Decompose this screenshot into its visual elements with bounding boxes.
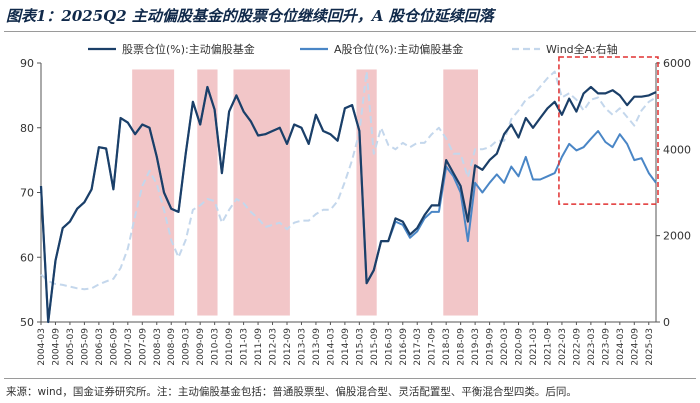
x-tick-label: 2022-09 — [572, 328, 582, 366]
x-tick-label: 2005-03 — [66, 328, 76, 366]
x-tick-label: 2015-03 — [355, 328, 365, 366]
x-tick-label: 2011-09 — [254, 328, 264, 366]
x-tick-label: 2010-09 — [225, 328, 235, 366]
x-tick-label: 2017-03 — [413, 328, 423, 366]
x-tick-label: 2020-09 — [515, 328, 525, 366]
x-tick-label: 2014-09 — [341, 328, 351, 366]
x-tick-label: 2007-09 — [138, 328, 148, 366]
legend-label-1: 股票仓位(%):主动偏股基金 — [122, 42, 255, 56]
y-right-tick-label: 4000 — [663, 143, 691, 156]
x-tick-label: 2018-03 — [442, 328, 452, 366]
x-tick-label: 2006-09 — [109, 328, 119, 366]
x-tick-label: 2024-09 — [630, 328, 640, 366]
highlight-box — [558, 56, 659, 205]
x-tick-label: 2020-03 — [500, 328, 510, 366]
x-tick-label: 2012-03 — [269, 328, 279, 366]
y-right-tick-label: 6000 — [663, 57, 691, 70]
x-tick-label: 2009-09 — [196, 328, 206, 366]
x-tick-label: 2007-03 — [124, 328, 134, 366]
x-tick-label: 2012-09 — [283, 328, 293, 366]
x-tick-label: 2004-03 — [37, 328, 47, 366]
x-tick-label: 2021-03 — [529, 328, 539, 366]
x-tick-label: 2023-03 — [587, 328, 597, 366]
x-tick-label: 2008-09 — [167, 328, 177, 366]
y-left-tick-label: 90 — [20, 57, 34, 70]
x-tick-label: 2013-09 — [312, 328, 322, 366]
x-tick-label: 2010-03 — [211, 328, 221, 366]
x-tick-label: 2019-03 — [471, 328, 481, 366]
x-tick-label: 2016-03 — [384, 328, 394, 366]
top-divider — [4, 31, 696, 32]
x-tick-label: 2006-03 — [95, 328, 105, 366]
x-tick-label: 2023-09 — [601, 328, 611, 366]
legend-label-3: Wind全A:右轴 — [546, 42, 618, 56]
y-left-tick-label: 50 — [20, 316, 34, 329]
y-left-tick-label: 70 — [20, 187, 34, 200]
x-tick-label: 2011-03 — [240, 328, 250, 366]
chart-axes: 50 60 70 80 90 0 2000 4000 6000 2004-03 2004-09 200… — [20, 57, 691, 366]
x-tick-label: 2024-03 — [616, 328, 626, 366]
x-tick-label: 2008-03 — [153, 328, 163, 366]
legend-label-2: A股仓位(%):主动偏股基金 — [334, 42, 463, 56]
chart-title: 图表1：2025Q2 主动偏股基金的股票仓位继续回升，A 股仓位延续回落 — [6, 7, 494, 25]
y-left-tick-label: 80 — [20, 122, 34, 135]
x-tick-label: 2014-03 — [326, 328, 336, 366]
source-note: 来源：wind，国金证券研究所。注：主动偏股基金包括：普通股票型、偏股混合型、灵… — [6, 386, 577, 398]
x-tick-label: 2022-03 — [558, 328, 568, 366]
bottom-divider — [4, 378, 696, 379]
y-right-tick-label: 0 — [663, 316, 670, 329]
shaded-period-2 — [197, 69, 218, 316]
x-tick-label: 2013-03 — [297, 328, 307, 366]
chart-legend: 股票仓位(%):主动偏股基金 A股仓位(%):主动偏股基金 Wind全A:右轴 — [88, 42, 618, 56]
x-tick-label: 2021-09 — [543, 328, 553, 366]
series-line-3 — [40, 70, 657, 291]
x-tick-label: 2016-09 — [399, 328, 409, 366]
x-tick-label: 2009-03 — [182, 328, 192, 366]
line-chart: 50 60 70 80 90 0 2000 4000 6000 2004-03 2004-09 200… — [20, 42, 691, 366]
x-tick-label: 2005-09 — [80, 328, 90, 366]
shaded-period-1 — [132, 69, 175, 316]
x-tick-label: 2017-09 — [428, 328, 438, 366]
series-line-1 — [39, 85, 657, 324]
x-tick-label: 2004-09 — [51, 328, 61, 366]
x-tick-label: 2025-03 — [645, 328, 655, 366]
y-right-tick-label: 2000 — [663, 230, 691, 243]
chart-series — [39, 56, 659, 324]
y-left-tick-label: 60 — [20, 251, 34, 264]
x-tick-label: 2018-09 — [457, 328, 467, 366]
x-tick-label: 2019-09 — [486, 328, 496, 366]
x-tick-label: 2015-09 — [370, 328, 380, 366]
shaded-periods — [132, 69, 479, 316]
